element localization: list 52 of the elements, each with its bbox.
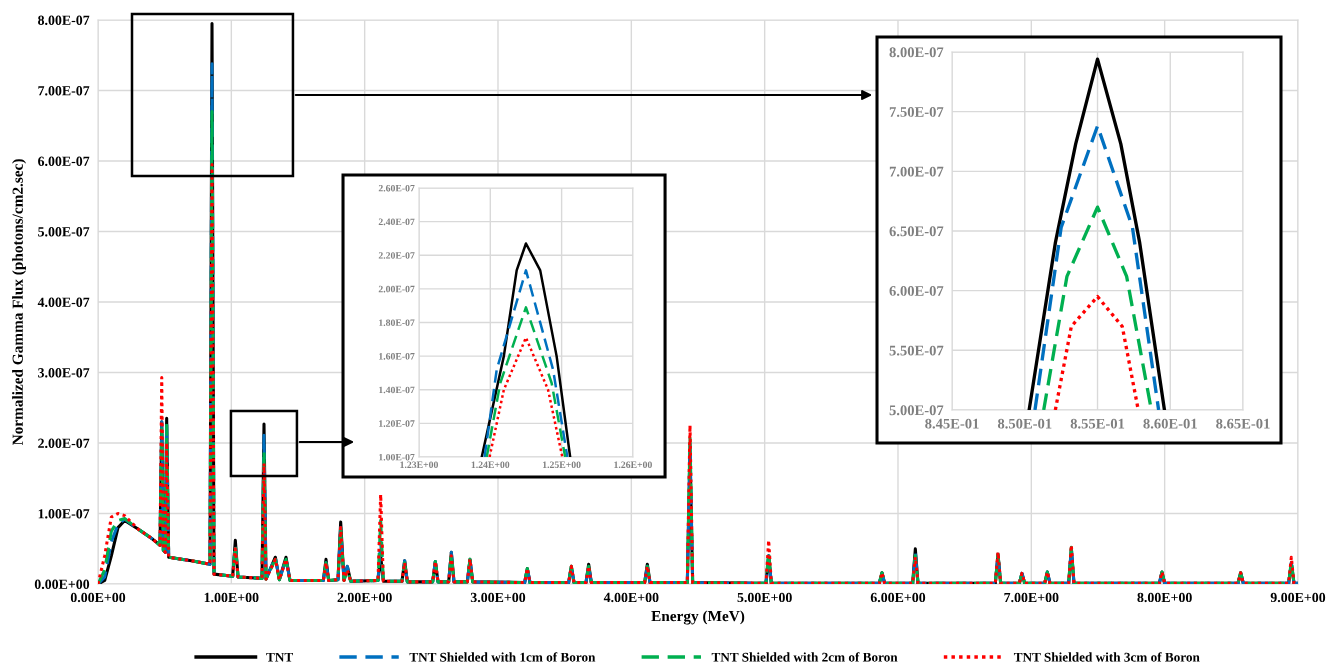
- y-tick-label: 8.00E-07: [889, 47, 944, 58]
- x-axis-title: Energy (MeV): [651, 610, 745, 625]
- x-tick-label: 1.25E+00: [543, 461, 581, 469]
- x-tick-label: 9.00E+00: [1270, 592, 1326, 603]
- legend-label: TNT Shielded with 3cm of Boron: [1013, 652, 1200, 662]
- x-tick-label: 8.50E-01: [997, 418, 1052, 429]
- y-tick-label: 5.00E-07: [889, 405, 944, 416]
- y-tick-label: 7.00E-07: [38, 86, 90, 96]
- y-tick-label: 2.40E-07: [378, 218, 415, 226]
- y-tick-label: 2.00E-07: [38, 438, 90, 449]
- y-tick-label: 5.00E-07: [38, 227, 90, 237]
- legend-label: TNT: [266, 652, 293, 662]
- y-tick-label: 0.00E+00: [34, 579, 90, 590]
- y-axis-title: Normalized Gamma Flux (photons/cm2.sec): [12, 159, 26, 446]
- y-tick-label: 7.50E-07: [889, 107, 944, 117]
- y-tick-label: 6.00E-07: [38, 156, 90, 166]
- x-tick-label: 8.00E+00: [1137, 592, 1192, 603]
- y-tick-label: 6.00E-07: [889, 286, 944, 296]
- x-tick-label: 1.23E+00: [400, 461, 438, 469]
- y-tick-label: 1.60E-07: [379, 353, 415, 360]
- x-tick-label: 1.26E+00: [614, 461, 652, 469]
- x-tick-label: 0.00E+00: [70, 592, 126, 603]
- y-tick-label: 1.00E-07: [379, 453, 415, 461]
- y-tick-label: 2.20E-07: [378, 252, 415, 259]
- y-tick-label: 5.50E-07: [889, 345, 944, 356]
- y-tick-label: 3.00E-07: [38, 368, 90, 378]
- x-tick-label: 2.00E+00: [337, 592, 392, 603]
- x-tick-label: 1.24E+00: [471, 461, 510, 469]
- y-tick-label: 1.00E-07: [38, 509, 90, 519]
- x-tick-label: 8.65E-01: [1216, 418, 1270, 429]
- x-tick-label: 8.45E-01: [925, 418, 979, 429]
- y-tick-label: 2.60E-07: [378, 184, 415, 192]
- y-tick-label: 8.00E-07: [38, 15, 90, 25]
- legend-label: TNT Shielded with 1cm of Boron: [409, 652, 596, 662]
- x-tick-label: 6.00E+00: [870, 592, 926, 603]
- x-tick-label: 8.60E-01: [1143, 418, 1197, 429]
- y-tick-label: 7.00E-07: [889, 166, 944, 177]
- x-tick-label: 8.55E-01: [1070, 418, 1125, 429]
- y-tick-label: 4.00E-07: [37, 297, 90, 307]
- legend-label: TNT Shielded with 2cm of Boron: [711, 652, 898, 662]
- x-tick-label: 3.00E+00: [470, 592, 526, 603]
- y-tick-label: 6.50E-07: [889, 226, 944, 237]
- y-tick-label: 2.00E-07: [378, 285, 415, 293]
- y-tick-label: 1.20E-07: [379, 420, 415, 427]
- x-tick-label: 5.00E+00: [737, 592, 792, 603]
- y-tick-label: 1.40E-07: [379, 386, 415, 394]
- line-series: [480, 242, 572, 457]
- line-series: [1027, 57, 1167, 410]
- y-tick-label: 1.80E-07: [379, 319, 415, 326]
- x-tick-label: 1.00E+00: [204, 592, 259, 603]
- x-tick-label: 7.00E+00: [1004, 592, 1059, 603]
- x-tick-label: 4.00E+00: [603, 592, 659, 603]
